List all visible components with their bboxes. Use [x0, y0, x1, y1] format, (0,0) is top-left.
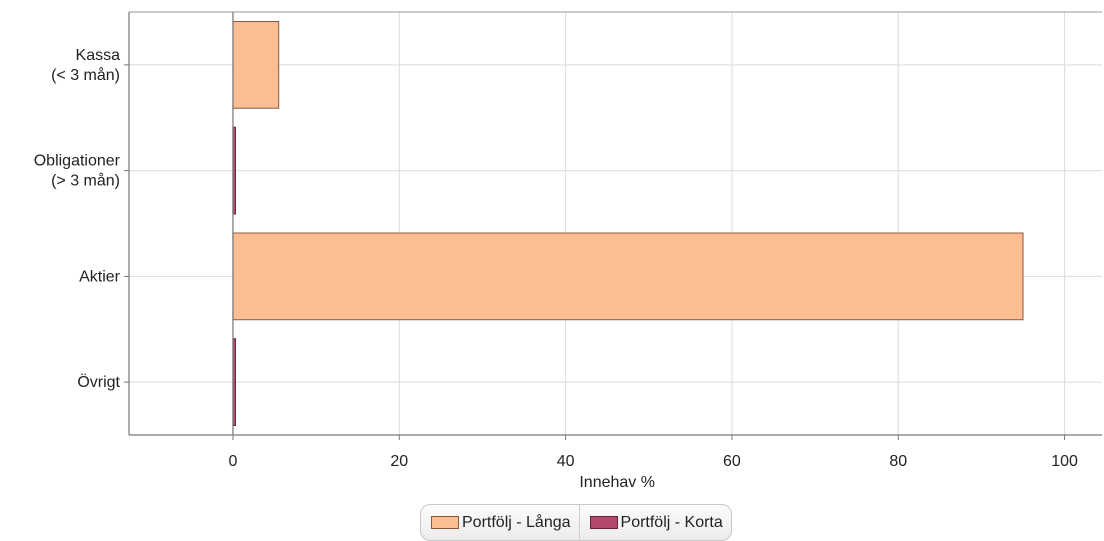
category-label: (< 3 mån) [51, 66, 120, 84]
x-tick-label: 20 [390, 453, 408, 470]
category-label: Övrigt [77, 373, 120, 391]
x-tick-label: 60 [723, 453, 741, 470]
x-tick-label: 0 [228, 453, 237, 470]
category-label: (> 3 mån) [51, 172, 120, 190]
x-tick-label: 40 [557, 453, 575, 470]
legend[interactable]: Portfölj - Långa Portfölj - Korta [420, 504, 732, 541]
legend-swatch-langa [431, 516, 459, 529]
plot-frame [124, 11, 1102, 440]
bars [232, 21, 1024, 426]
bar[interactable] [232, 232, 1024, 321]
category-label: Aktier [79, 268, 121, 285]
x-tick-labels: 0 20 40 60 80 100 [228, 453, 1078, 470]
x-tick-label: 80 [889, 453, 907, 470]
category-labels: Kassa (< 3 mån) Obligationer (> 3 mån) Aktie… [34, 47, 121, 391]
x-tick-label: 100 [1051, 453, 1078, 470]
legend-label-langa: Portfölj - Långa [462, 513, 571, 531]
legend-swatch-korta [589, 516, 618, 529]
legend-item-korta[interactable]: Portfölj - Korta [578, 505, 731, 540]
legend-label-korta: Portfölj - Korta [620, 513, 723, 531]
category-label: Obligationer [34, 153, 121, 170]
bar[interactable] [232, 21, 280, 109]
legend-item-langa[interactable]: Portfölj - Långa [421, 505, 579, 540]
x-axis-title: Innehav % [579, 474, 655, 491]
category-label: Kassa [76, 47, 121, 64]
